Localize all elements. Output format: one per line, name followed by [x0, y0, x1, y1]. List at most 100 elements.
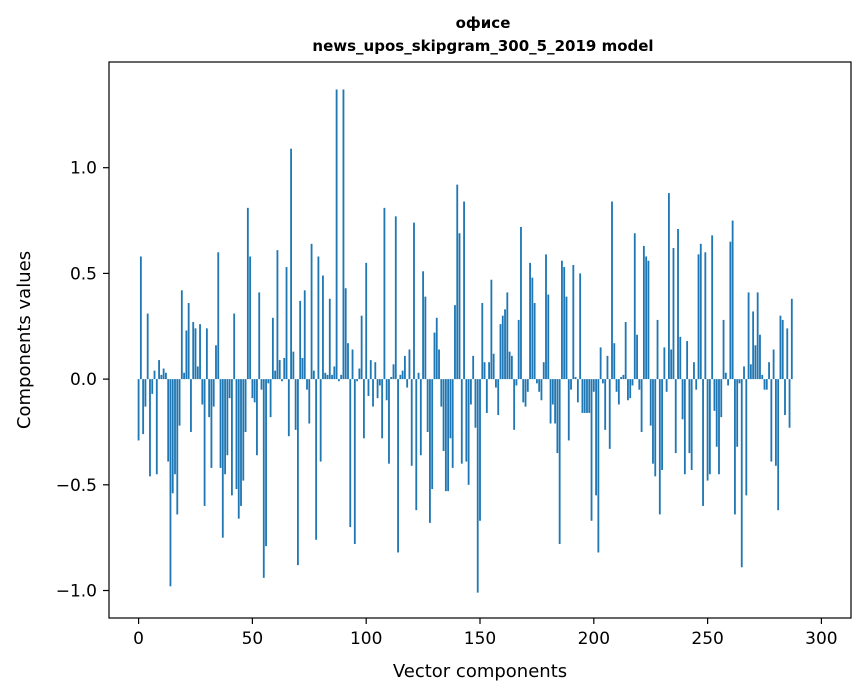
bar-149 [476, 379, 479, 593]
bar-109 [385, 379, 388, 401]
bar-22 [187, 303, 190, 380]
bar-82 [324, 372, 327, 380]
bar-92 [347, 343, 349, 380]
bar-28 [201, 379, 204, 405]
bar-170 [524, 379, 527, 407]
bar-62 [278, 360, 281, 380]
bar-286 [788, 379, 791, 428]
bar-0 [137, 379, 140, 441]
bar-243 [690, 379, 693, 471]
bar-287 [790, 298, 793, 380]
bar-115 [399, 374, 402, 380]
bar-81 [322, 275, 324, 380]
bar-138 [451, 379, 454, 468]
bar-171 [526, 379, 529, 392]
bar-36 [219, 379, 222, 468]
bar-285 [786, 328, 789, 380]
bar-124 [419, 379, 422, 456]
bar-269 [749, 364, 752, 380]
bar-226 [652, 379, 654, 464]
bar-137 [449, 379, 452, 439]
bar-254 [715, 379, 718, 447]
bar-125 [422, 271, 425, 380]
bar-133 [440, 379, 443, 407]
bar-37 [221, 379, 224, 538]
bar-195 [581, 379, 584, 413]
bar-208 [611, 201, 613, 380]
bar-227 [654, 379, 657, 477]
bar-158 [497, 379, 500, 416]
bar-151 [481, 303, 484, 380]
bar-123 [417, 372, 420, 380]
bar-264 [738, 379, 741, 384]
bar-164 [510, 355, 513, 380]
bar-98 [360, 315, 363, 380]
chart-subtitle: news_upos_skipgram_300_5_2019 model [312, 37, 653, 55]
bar-217 [631, 379, 634, 386]
bar-207 [608, 379, 611, 449]
bar-15 [171, 379, 174, 494]
bar-202 [597, 379, 600, 553]
bar-119 [408, 349, 411, 380]
bar-80 [319, 379, 322, 462]
bar-89 [340, 374, 343, 380]
bar-16 [174, 379, 176, 475]
bar-52 [256, 379, 258, 456]
bar-193 [576, 379, 579, 403]
bar-147 [472, 355, 475, 380]
bar-74 [306, 379, 308, 390]
bar-246 [697, 254, 700, 380]
bar-70 [297, 379, 299, 566]
bar-157 [495, 379, 497, 388]
bar-107 [381, 379, 384, 439]
bars [137, 89, 793, 593]
bar-241 [686, 341, 689, 380]
bar-211 [617, 379, 620, 405]
bar-247 [699, 243, 702, 380]
bar-196 [583, 379, 586, 413]
bar-11 [162, 368, 165, 380]
bar-194 [579, 273, 582, 380]
bar-19 [180, 290, 183, 380]
bar-9 [158, 360, 160, 380]
bar-145 [467, 379, 470, 485]
bar-230 [661, 379, 663, 471]
bar-103 [372, 379, 374, 407]
bar-41 [231, 379, 233, 496]
bar-162 [506, 292, 509, 380]
bar-175 [535, 379, 538, 384]
bar-165 [513, 379, 516, 430]
bar-72 [301, 357, 304, 380]
bar-221 [640, 379, 643, 432]
bar-201 [595, 379, 597, 496]
bar-222 [642, 245, 645, 380]
bar-102 [369, 360, 372, 380]
bar-61 [276, 250, 279, 380]
chart-title-group: офисе news_upos_skipgram_300_5_2019 mode… [312, 14, 653, 55]
bar-51 [253, 379, 256, 403]
bar-84 [328, 298, 331, 380]
bar-78 [315, 379, 318, 540]
bar-8 [155, 379, 158, 475]
bar-229 [658, 379, 661, 515]
bar-35 [217, 252, 220, 380]
bar-38 [224, 379, 226, 475]
bar-190 [570, 379, 572, 390]
bar-223 [645, 256, 648, 380]
bar-25 [194, 328, 197, 380]
bar-132 [438, 349, 440, 380]
bar-155 [490, 279, 493, 380]
bar-24 [192, 322, 195, 380]
bar-255 [718, 379, 720, 475]
bar-86 [333, 366, 336, 380]
bar-266 [743, 366, 745, 380]
bar-53 [258, 292, 261, 380]
bar-163 [508, 351, 511, 380]
bar-245 [695, 379, 698, 390]
bar-281 [777, 379, 780, 511]
bar-42 [233, 313, 236, 380]
bar-146 [469, 379, 472, 405]
bar-141 [458, 233, 461, 380]
bar-59 [271, 317, 274, 380]
bar-18 [178, 379, 181, 426]
